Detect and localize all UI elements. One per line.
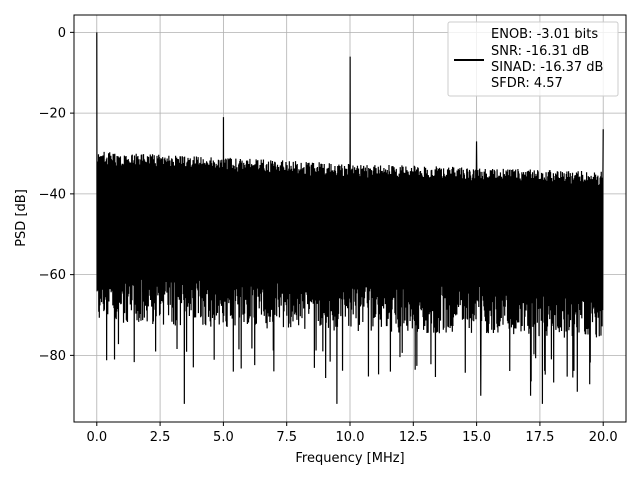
y-tick-label: −60 (39, 268, 66, 283)
y-tick-label: −40 (39, 187, 66, 202)
y-tick-label: −20 (39, 107, 66, 122)
legend-box (447, 21, 619, 97)
x-tick-label: 0.0 (86, 430, 107, 445)
x-tick-label: 12.5 (399, 430, 428, 445)
legend-enob: ENOB: -3.01 bits (491, 27, 598, 42)
psd-series (96, 32, 604, 404)
legend-sinad: SINAD: -16.37 dB (491, 60, 603, 75)
x-tick-label: 2.5 (150, 430, 171, 445)
legend-sfdr: SFDR: 4.57 (491, 76, 563, 91)
x-axis-ticks: 0.0 2.5 5.0 7.5 10.0 12.5 15.0 17.5 20.0 (86, 422, 618, 445)
legend-snr: SNR: -16.31 dB (491, 44, 589, 59)
x-tick-label: 15.0 (462, 430, 491, 445)
x-tick-label: 17.5 (525, 430, 554, 445)
x-tick-label: 10.0 (336, 430, 365, 445)
y-axis-label: PSD [dB] (14, 189, 29, 247)
legend: ENOB: -3.01 bits SNR: -16.31 dB SINAD: -… (447, 21, 619, 97)
x-tick-label: 5.0 (213, 430, 234, 445)
x-tick-label: 20.0 (589, 430, 618, 445)
x-tick-label: 7.5 (276, 430, 297, 445)
y-tick-label: 0 (58, 26, 66, 41)
psd-line (96, 32, 604, 404)
x-axis-label: Frequency [MHz] (295, 451, 404, 466)
y-tick-label: −80 (39, 349, 66, 364)
y-axis-ticks: 0 −20 −40 −60 −80 (39, 26, 74, 364)
